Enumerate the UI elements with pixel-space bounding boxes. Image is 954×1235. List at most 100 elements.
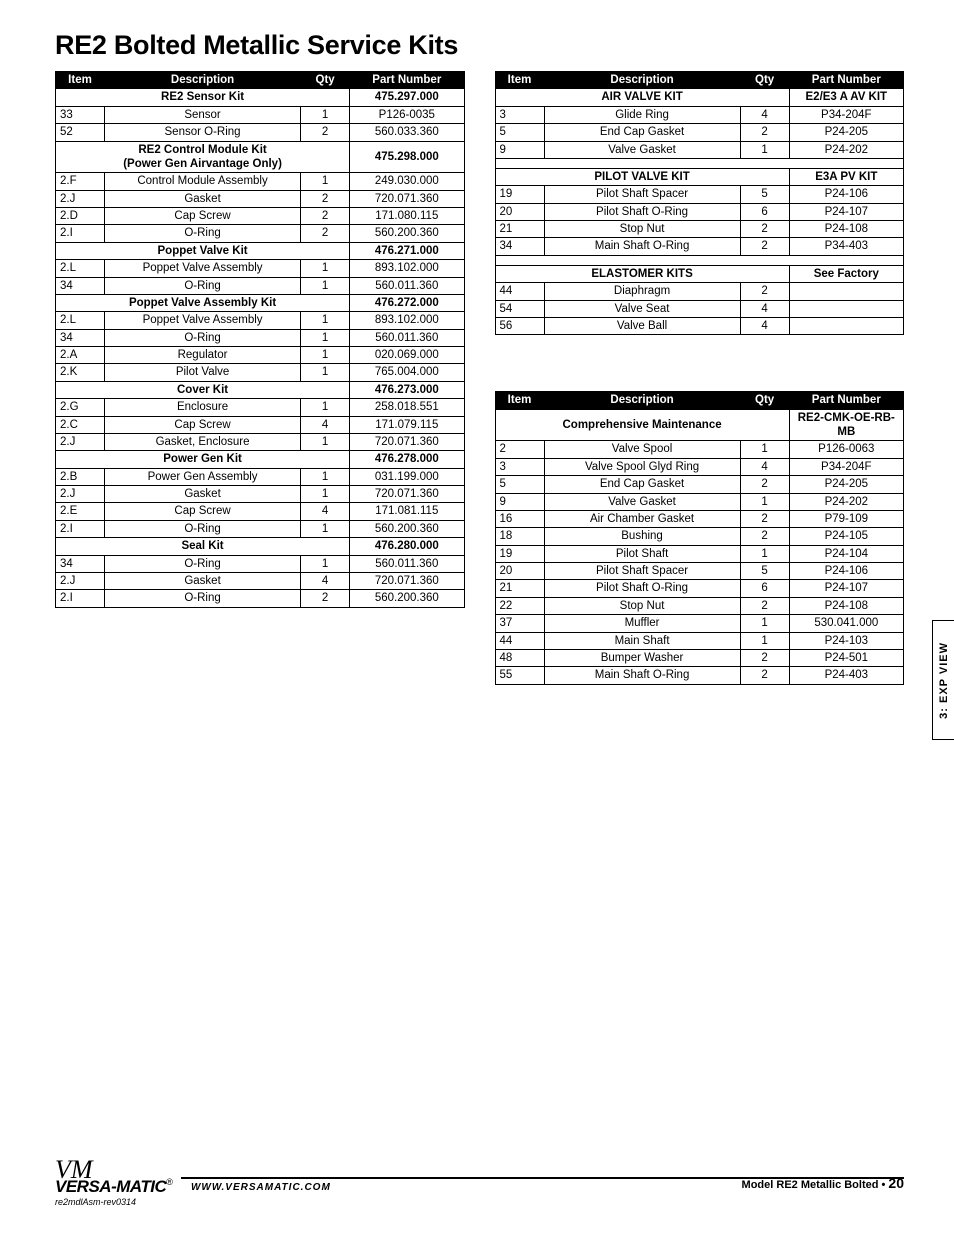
table-row: 44 Main Shaft 1 P24-103 xyxy=(495,632,904,649)
cell-desc: Pilot Shaft Spacer xyxy=(544,563,740,580)
cell-qty: 2 xyxy=(740,528,789,545)
cell-qty: 6 xyxy=(740,580,789,597)
cell-qty: 2 xyxy=(740,649,789,666)
cell-pn xyxy=(789,300,903,317)
cell-desc: Cap Screw xyxy=(105,416,301,433)
table-row: 20 Pilot Shaft O-Ring 6 P24-107 xyxy=(495,203,904,220)
cell-item: 44 xyxy=(495,283,544,300)
table-row: 2.L Poppet Valve Assembly 1 893.102.000 xyxy=(56,312,465,329)
cell-item: 2.G xyxy=(56,399,105,416)
cell-qty: 1 xyxy=(301,173,350,190)
cell-qty: 2 xyxy=(740,124,789,141)
cell-pn: 560.011.360 xyxy=(350,555,464,572)
section-label: Comprehensive Maintenance xyxy=(495,409,789,441)
cell-pn: P24-106 xyxy=(789,186,903,203)
cell-pn: P24-108 xyxy=(789,597,903,614)
cell-desc: O-Ring xyxy=(105,277,301,294)
section-partnumber: 476.271.000 xyxy=(350,242,464,259)
table-row: 21 Stop Nut 2 P24-108 xyxy=(495,221,904,238)
section-row: ELASTOMER KITS See Factory xyxy=(495,265,904,282)
section-row: RE2 Sensor Kit 475.297.000 xyxy=(56,89,465,106)
cell-desc: Bushing xyxy=(544,528,740,545)
cell-desc: Sensor xyxy=(105,106,301,123)
cell-desc: Muffler xyxy=(544,615,740,632)
cell-item: 20 xyxy=(495,563,544,580)
cell-desc: Pilot Shaft O-Ring xyxy=(544,203,740,220)
cell-item: 19 xyxy=(495,545,544,562)
cell-pn: 249.030.000 xyxy=(350,173,464,190)
table-row: 2.I O-Ring 1 560.200.360 xyxy=(56,520,465,537)
cell-item: 44 xyxy=(495,632,544,649)
section-partnumber: 476.280.000 xyxy=(350,538,464,555)
cell-pn: 171.081.115 xyxy=(350,503,464,520)
section-label: ELASTOMER KITS xyxy=(495,265,789,282)
table-row: 2.A Regulator 1 020.069.000 xyxy=(56,347,465,364)
cell-pn: P24-108 xyxy=(789,221,903,238)
cell-qty: 1 xyxy=(301,260,350,277)
table-row: 5 End Cap Gasket 2 P24-205 xyxy=(495,476,904,493)
table-row: 2.J Gasket 1 720.071.360 xyxy=(56,486,465,503)
cell-item: 56 xyxy=(495,317,544,334)
cell-qty: 1 xyxy=(301,312,350,329)
table-row: 21 Pilot Shaft O-Ring 6 P24-107 xyxy=(495,580,904,597)
hdr-item: Item xyxy=(495,72,544,89)
cell-pn: P34-204F xyxy=(789,106,903,123)
cell-qty: 1 xyxy=(301,277,350,294)
cell-qty: 1 xyxy=(301,555,350,572)
table-row: 44 Diaphragm 2 xyxy=(495,283,904,300)
cell-desc: Enclosure xyxy=(105,399,301,416)
table-row: 2.K Pilot Valve 1 765.004.000 xyxy=(56,364,465,381)
cell-desc: Gasket xyxy=(105,572,301,589)
section-label: AIR VALVE KIT xyxy=(495,89,789,106)
cell-item: 2.J xyxy=(56,190,105,207)
cell-qty: 2 xyxy=(740,510,789,527)
cell-qty: 1 xyxy=(301,329,350,346)
cell-pn: P34-403 xyxy=(789,238,903,255)
cell-pn: 560.011.360 xyxy=(350,277,464,294)
hdr-desc: Description xyxy=(105,72,301,89)
table-header-row: Item Description Qty Part Number xyxy=(495,72,904,89)
cell-qty: 2 xyxy=(740,238,789,255)
table-row: 2.E Cap Screw 4 171.081.115 xyxy=(56,503,465,520)
cell-desc: End Cap Gasket xyxy=(544,476,740,493)
cell-item: 18 xyxy=(495,528,544,545)
cell-item: 2.L xyxy=(56,312,105,329)
cell-item: 34 xyxy=(56,329,105,346)
cell-pn: P34-204F xyxy=(789,458,903,475)
cell-qty: 1 xyxy=(740,615,789,632)
table-row: 20 Pilot Shaft Spacer 5 P24-106 xyxy=(495,563,904,580)
hdr-item: Item xyxy=(56,72,105,89)
cell-desc: Air Chamber Gasket xyxy=(544,510,740,527)
cell-desc: Sensor O-Ring xyxy=(105,124,301,141)
cell-pn: P79-109 xyxy=(789,510,903,527)
cell-desc: Valve Ball xyxy=(544,317,740,334)
cell-item: 2 xyxy=(495,441,544,458)
section-label: Power Gen Kit xyxy=(56,451,350,468)
section-partnumber: 476.273.000 xyxy=(350,381,464,398)
cell-desc: Cap Screw xyxy=(105,208,301,225)
cell-item: 37 xyxy=(495,615,544,632)
cell-desc: Bumper Washer xyxy=(544,649,740,666)
cell-desc: Stop Nut xyxy=(544,221,740,238)
hdr-qty: Qty xyxy=(740,72,789,89)
cell-desc: Main Shaft xyxy=(544,632,740,649)
page-title: RE2 Bolted Metallic Service Kits xyxy=(55,30,904,61)
cell-desc: Pilot Shaft O-Ring xyxy=(544,580,740,597)
cell-pn: P24-105 xyxy=(789,528,903,545)
table-row: 3 Glide Ring 4 P34-204F xyxy=(495,106,904,123)
cell-pn: P24-104 xyxy=(789,545,903,562)
cell-qty: 2 xyxy=(740,476,789,493)
cell-qty: 1 xyxy=(301,433,350,450)
table-row: 2.D Cap Screw 2 171.080.115 xyxy=(56,208,465,225)
cell-qty: 2 xyxy=(301,208,350,225)
cell-desc: Control Module Assembly xyxy=(105,173,301,190)
cell-desc: Pilot Shaft Spacer xyxy=(544,186,740,203)
footer: VM VERSA-MATIC® re2mdlAsm-rev0314 WWW.VE… xyxy=(55,1161,904,1207)
table-row: 2.C Cap Screw 4 171.079.115 xyxy=(56,416,465,433)
section-label: PILOT VALVE KIT xyxy=(495,168,789,185)
model-label: Model RE2 Metallic Bolted • xyxy=(742,1179,889,1191)
table-row: 34 O-Ring 1 560.011.360 xyxy=(56,329,465,346)
cell-pn: 171.079.115 xyxy=(350,416,464,433)
table-row: 2.J Gasket 4 720.071.360 xyxy=(56,572,465,589)
cell-qty: 1 xyxy=(740,141,789,158)
